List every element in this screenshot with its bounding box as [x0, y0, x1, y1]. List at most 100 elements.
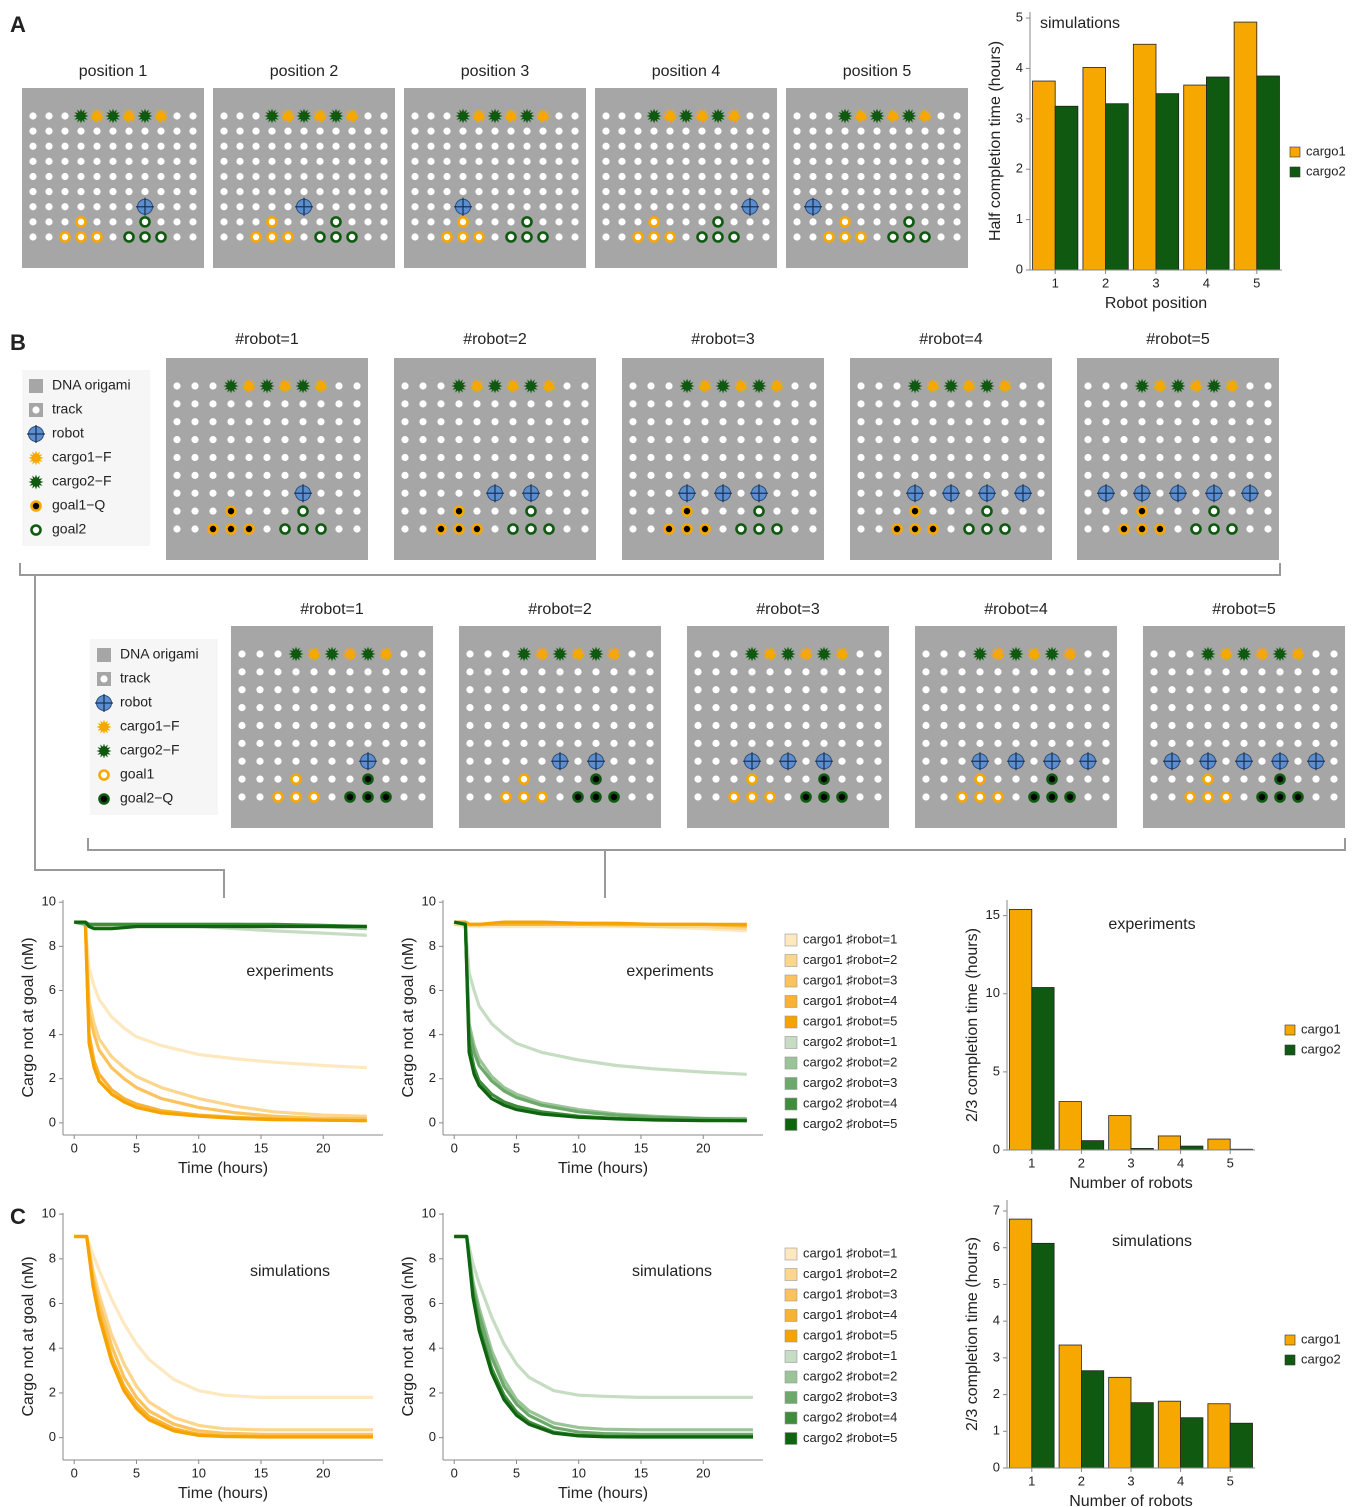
track-dot	[921, 203, 928, 210]
track-dot	[189, 143, 196, 150]
goal	[820, 793, 829, 802]
track-dot	[893, 436, 900, 443]
legend-label: cargo2 ♯robot=1	[803, 1348, 897, 1363]
track-dot	[1294, 776, 1301, 783]
line	[454, 922, 747, 1121]
track-dot	[809, 382, 816, 389]
bar	[1032, 988, 1054, 1151]
track-dot	[491, 233, 498, 240]
goal	[650, 233, 659, 242]
track-dot	[947, 436, 954, 443]
track-dot	[281, 490, 288, 497]
track-dot	[857, 472, 864, 479]
track-dot	[45, 173, 52, 180]
legend-swatch	[785, 1119, 797, 1131]
track-dot	[856, 650, 863, 657]
track-dot	[682, 218, 689, 225]
track-dot	[382, 722, 389, 729]
track-dot	[571, 218, 578, 225]
track-dot	[455, 436, 462, 443]
track-dot	[874, 776, 881, 783]
track-dot	[762, 173, 769, 180]
track-dot	[571, 233, 578, 240]
track-dot	[1276, 722, 1283, 729]
track-dot	[191, 508, 198, 515]
track-dot	[1312, 650, 1319, 657]
track-dot	[475, 143, 482, 150]
track-dot	[755, 454, 762, 461]
track-dot	[284, 128, 291, 135]
track-dot	[1186, 668, 1193, 675]
y-tick-label: 5	[1016, 9, 1023, 24]
track-dot	[238, 793, 245, 800]
track-dot	[809, 454, 816, 461]
track-dot	[820, 722, 827, 729]
track-dot	[610, 704, 617, 711]
y-tick-label: 4	[49, 1340, 56, 1355]
y-tick-label: 6	[49, 1295, 56, 1310]
x-tick-label: 2	[1102, 275, 1109, 290]
track-dot	[1210, 454, 1217, 461]
track-dot	[141, 158, 148, 165]
track-dot	[873, 173, 880, 180]
track-dot	[209, 472, 216, 479]
track-dot	[299, 454, 306, 461]
x-tick-label: 2	[1078, 1473, 1085, 1488]
track-dot	[841, 158, 848, 165]
track-dot	[1037, 418, 1044, 425]
bar	[1059, 1345, 1081, 1468]
track-dot	[665, 454, 672, 461]
track-dot	[527, 400, 534, 407]
track-dot	[538, 704, 545, 711]
track-dot	[419, 436, 426, 443]
track-dot	[556, 740, 563, 747]
track-dot	[665, 490, 672, 497]
track-dot	[157, 128, 164, 135]
track-dot	[592, 704, 599, 711]
track-dot	[125, 128, 132, 135]
track-dot	[1120, 490, 1127, 497]
track-dot	[983, 472, 990, 479]
track-dot	[77, 173, 84, 180]
track-dot	[545, 418, 552, 425]
x-tick-label: 15	[254, 1465, 268, 1480]
track-dot	[1330, 758, 1337, 765]
bar	[1055, 106, 1078, 270]
track-dot	[173, 143, 180, 150]
track-dot	[353, 436, 360, 443]
track-dot	[484, 776, 491, 783]
track-dot	[93, 218, 100, 225]
track-dot	[563, 436, 570, 443]
x-tick-label: 5	[1227, 1155, 1234, 1170]
track-dot	[491, 400, 498, 407]
track-dot	[737, 418, 744, 425]
track-dot	[61, 218, 68, 225]
track-dot	[1312, 668, 1319, 675]
track-dot	[299, 436, 306, 443]
track-dot	[791, 472, 798, 479]
track-dot	[328, 793, 335, 800]
track-dot	[1102, 650, 1109, 657]
track-dot	[841, 188, 848, 195]
track-dot	[762, 218, 769, 225]
track-dot	[730, 722, 737, 729]
diagram-title: #robot=1	[235, 331, 299, 348]
track-dot	[682, 233, 689, 240]
track-dot	[1150, 740, 1157, 747]
track-dot	[1240, 704, 1247, 711]
track-dot	[618, 233, 625, 240]
track-dot	[316, 158, 323, 165]
track-dot	[466, 704, 473, 711]
track-dot	[809, 436, 816, 443]
track-dot	[698, 203, 705, 210]
legend-swatch	[785, 1310, 797, 1322]
track-dot	[1102, 668, 1109, 675]
track-dot	[466, 776, 473, 783]
track-dot	[191, 472, 198, 479]
track-dot	[109, 218, 116, 225]
track-dot	[581, 436, 588, 443]
track-dot	[958, 650, 965, 657]
track-dot	[1037, 525, 1044, 532]
legend-label: cargo2 ♯robot=5	[803, 1430, 897, 1445]
track-dot	[773, 436, 780, 443]
